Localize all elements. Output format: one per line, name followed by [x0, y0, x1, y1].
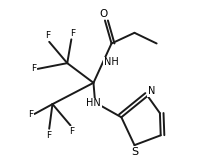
Text: F: F	[70, 29, 75, 38]
Text: F: F	[45, 131, 51, 140]
Text: F: F	[28, 110, 33, 119]
Text: F: F	[44, 31, 50, 40]
Text: N: N	[147, 86, 155, 96]
Text: S: S	[131, 147, 138, 157]
Text: F: F	[31, 64, 36, 72]
Text: O: O	[99, 9, 107, 19]
Text: HN: HN	[86, 98, 100, 108]
Text: NH: NH	[104, 57, 118, 67]
Text: F: F	[69, 127, 74, 136]
